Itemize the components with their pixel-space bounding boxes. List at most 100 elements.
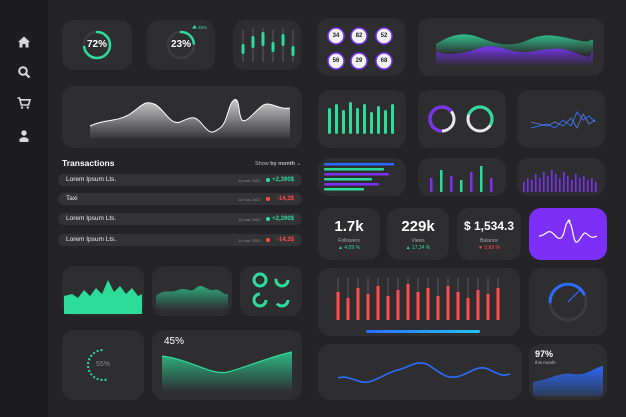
circle-value: 29 (355, 57, 363, 64)
horizontal-bars (324, 163, 394, 191)
gauge-72-value: 72% (86, 39, 107, 50)
transactions-title: Transactions (62, 158, 115, 168)
dot-donuts (252, 272, 290, 308)
progress-ring-55 (86, 348, 120, 382)
dot-donuts-card (240, 266, 302, 316)
progress-55-value: 55% (95, 361, 110, 368)
wave-card (418, 18, 604, 76)
row-date: 14 mar 2020 (238, 237, 261, 243)
month-area-chart (533, 366, 603, 396)
row-name: Lorem Ipsum Lts. (66, 176, 117, 183)
percent-area-card: 45% (152, 330, 302, 400)
row-date: 14 mar 2020 (238, 196, 261, 202)
gauge-72 (82, 30, 112, 60)
sidebar (0, 0, 48, 417)
circle-value: 68 (380, 57, 388, 64)
row-name: Taxi (66, 195, 78, 202)
balance-value: $ 1,534.3 (463, 219, 515, 233)
search-icon[interactable] (17, 65, 31, 79)
green-area-card (62, 266, 144, 316)
month-card: 97% this month (529, 344, 607, 400)
status-dot (266, 238, 270, 242)
gauge-23 (166, 25, 197, 60)
red-bars-card (318, 268, 520, 336)
status-dot (266, 217, 270, 221)
donuts-card (418, 90, 506, 148)
row-amount: -14,3$ (276, 195, 294, 202)
circles-card: 34 82 52 56 29 68 (317, 18, 405, 76)
row-date: 14 mar 2020 (238, 216, 261, 222)
sliders-card (233, 20, 301, 70)
sliders-chart (241, 28, 295, 62)
wave-chart (436, 34, 593, 66)
followers-card: 1.7k Followers ▲ 4,09 % (318, 208, 380, 260)
views-label: Views (411, 238, 425, 244)
table-row[interactable]: Taxi 14 mar 2020 -14,3$ (58, 193, 302, 205)
blue-wave-card (318, 344, 522, 400)
table-row[interactable]: Lorem Ipsum Lts. 14 mar 2020 +2,390$ (58, 213, 302, 225)
progress-55-card: 55% (62, 330, 144, 400)
hbars-card (318, 158, 406, 196)
green-bars (328, 102, 394, 134)
filter-value: by month (270, 161, 296, 167)
filter-label: Show (255, 161, 269, 167)
views-value: 229k (401, 218, 435, 235)
arrow-down-icon: ▼ (478, 245, 485, 251)
mini-area-chart (156, 286, 228, 310)
month-value: 97% (535, 349, 554, 359)
row-amount: -14,3$ (276, 236, 294, 243)
row-date: 14 mar 2020 (238, 177, 261, 183)
mixed-bars (430, 166, 493, 192)
arrow-up-icon: ▲ (338, 245, 345, 251)
bars-card (318, 90, 406, 148)
status-dot (266, 178, 270, 182)
views-delta: ▲ 17,34 % (405, 245, 431, 251)
red-bars-chart (336, 278, 500, 320)
green-area-chart (64, 280, 142, 314)
blue-gauge (548, 282, 588, 322)
row-name: Lorem Ipsum Lts. (66, 236, 117, 243)
balance-delta: ▼ 0,89 % (478, 245, 500, 251)
balance-card: $ 1,534.3 Balance ▼ 0,89 % (457, 208, 521, 260)
circle-value: 34 (332, 32, 340, 39)
table-row[interactable]: Lorem Ipsum Lts. 14 mar 2020 +2,390$ (58, 174, 302, 186)
status-dot (266, 197, 270, 201)
home-icon[interactable] (17, 35, 31, 49)
gauge-23-value: 23% (170, 39, 191, 50)
bars2-card (418, 158, 506, 196)
circle-value: 82 (355, 32, 363, 39)
donut-pair (428, 105, 494, 133)
mini-area-card (152, 266, 232, 316)
gauge-card-23: 25% 23% (147, 20, 215, 70)
row-name: Lorem Ipsum Lts. (66, 215, 117, 222)
blue-progress-bar (366, 330, 480, 333)
balance-label: Balance (479, 238, 499, 244)
blue-gauge-card (529, 268, 607, 336)
blue-wave-chart (337, 362, 511, 384)
month-label: this month (535, 360, 556, 365)
filter-dropdown[interactable]: Show by month ⌄ (255, 161, 301, 167)
circle-value: 52 (380, 32, 388, 39)
row-amount: +2,390$ (272, 176, 294, 183)
user-icon[interactable] (17, 129, 31, 143)
followers-delta: ▲ 4,09 % (338, 245, 360, 251)
gauge-23-delta: 25% (198, 24, 208, 30)
gauge-card-72: 72% (62, 20, 132, 70)
thin-purple-bars (523, 170, 597, 192)
followers-value: 1.7k (334, 218, 364, 235)
area-percent-value: 45% (164, 336, 185, 347)
arrow-up-icon: ▲ (405, 245, 412, 251)
circle-grid (327, 27, 393, 70)
thin-bars-card (517, 158, 605, 196)
circle-value: 56 (332, 57, 340, 64)
big-area-chart (89, 99, 291, 138)
line-card (517, 90, 605, 148)
views-card: 229k Views ▲ 17,34 % (387, 208, 449, 260)
row-amount: +2,390$ (272, 215, 294, 222)
chevron-down-icon: ⌄ (296, 161, 302, 167)
dual-line-chart (530, 111, 596, 129)
cart-icon[interactable] (17, 96, 32, 110)
table-row[interactable]: Lorem Ipsum Lts. 14 mar 2020 -14,3$ (58, 234, 302, 246)
percent-area-chart (161, 351, 293, 392)
pulse-card (529, 208, 607, 260)
